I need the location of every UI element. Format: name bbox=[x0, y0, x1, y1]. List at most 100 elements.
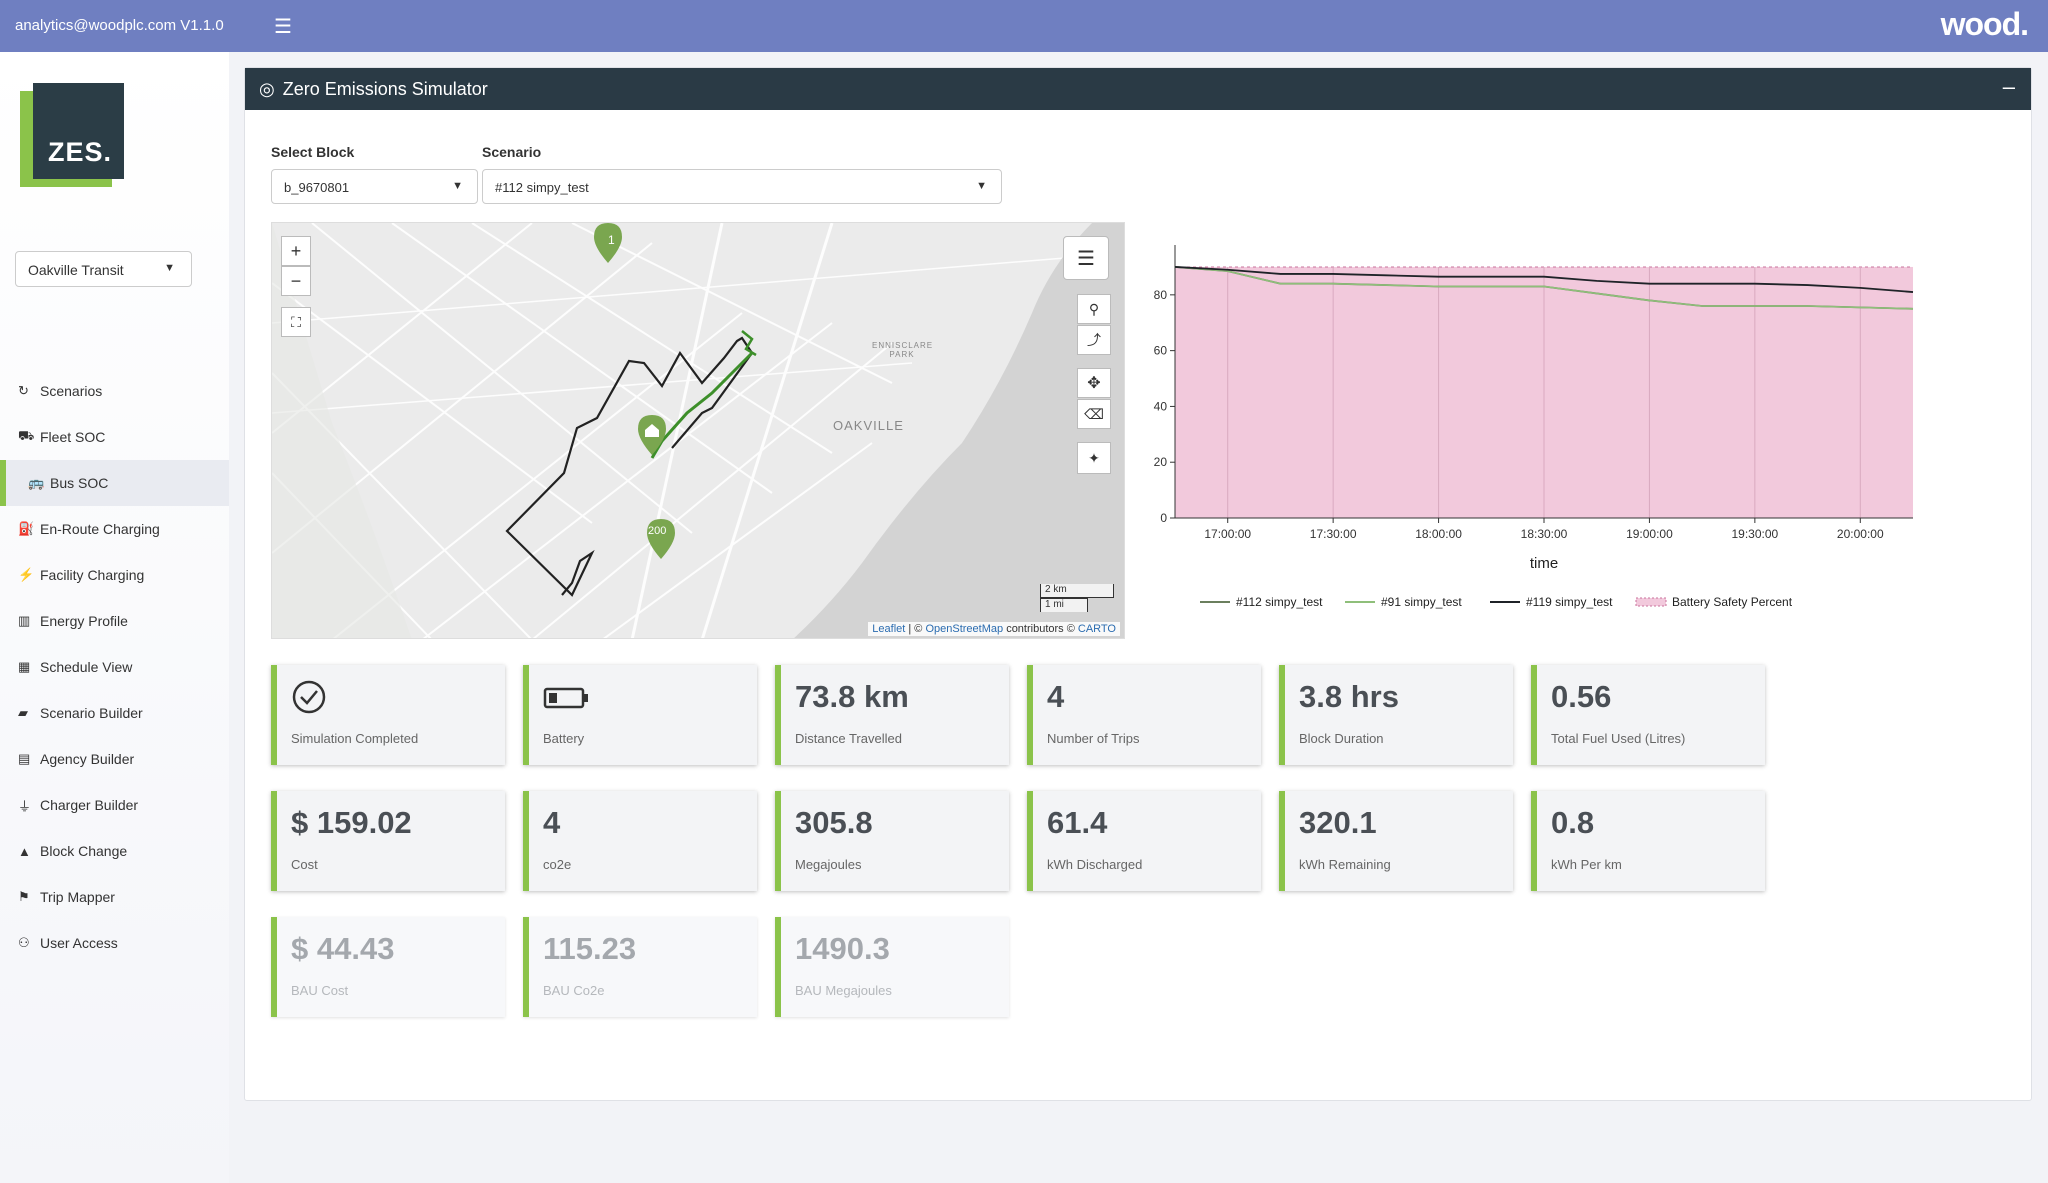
sidebar-item-trip-mapper[interactable]: ⚑ Trip Mapper bbox=[0, 874, 229, 920]
map-icon: ⚑ bbox=[18, 889, 30, 904]
metric-card-megajoules: 305.8 Megajoules bbox=[775, 791, 1009, 891]
charging-station-icon: ⛽ bbox=[18, 521, 35, 536]
metric-card-co2e: 4 co2e bbox=[523, 791, 757, 891]
metric-card-simulation-completed: Simulation Completed bbox=[271, 665, 505, 765]
block-select[interactable]: b_9670801 ▼ bbox=[271, 169, 478, 204]
end-marker-label: 200 bbox=[648, 525, 667, 537]
metric-value: 1490.3 bbox=[795, 931, 890, 966]
polyline-draw-icon[interactable]: ⤴ bbox=[1077, 325, 1111, 355]
sidebar-item-bus-soc[interactable]: 🚌 Bus SOC bbox=[0, 460, 229, 506]
marker-draw-icon[interactable]: ⚲ bbox=[1077, 294, 1111, 324]
metric-label: BAU Cost bbox=[291, 983, 349, 998]
metric-card-bau-megajoules: 1490.3 BAU Megajoules bbox=[775, 917, 1009, 1017]
sidebar-item-charger-builder[interactable]: ⏚ Charger Builder bbox=[0, 782, 229, 828]
metric-card-bau-co2e: 115.23 BAU Co2e bbox=[523, 917, 757, 1017]
metric-label: Total Fuel Used (Litres) bbox=[1551, 731, 1686, 746]
metric-card-bau-cost: $ 44.43 BAU Cost bbox=[271, 917, 505, 1017]
map-tiles bbox=[272, 223, 1124, 638]
city-label: OAKVILLE bbox=[833, 418, 904, 433]
road-icon: ▲ bbox=[18, 843, 31, 859]
zoom-in-button[interactable]: + bbox=[281, 236, 311, 266]
osm-link[interactable]: OpenStreetMap bbox=[925, 623, 1004, 635]
scenario-label: Scenario bbox=[482, 144, 542, 160]
plug-icon: ⏚ bbox=[18, 798, 32, 814]
metric-label: Cost bbox=[291, 857, 318, 872]
minimize-button[interactable]: – bbox=[2002, 74, 2015, 99]
map-attribution: Leaflet | © OpenStreetMap contributors ©… bbox=[868, 622, 1120, 636]
bus-icon: 🚌 bbox=[28, 475, 45, 490]
metric-value: 305.8 bbox=[795, 805, 873, 840]
sidebar-item-label: Facility Charging bbox=[40, 567, 145, 583]
sidebar-item-label: Scenarios bbox=[40, 383, 103, 399]
metric-card-battery: Battery bbox=[523, 665, 757, 765]
fullscreen-icon[interactable]: ⛶ bbox=[281, 307, 311, 337]
caret-down-icon: ▼ bbox=[164, 262, 175, 274]
leaflet-link[interactable]: Leaflet bbox=[872, 623, 906, 635]
metric-label: Number of Trips bbox=[1047, 731, 1140, 746]
metric-card-number-of-trips: 4 Number of Trips bbox=[1027, 665, 1261, 765]
metric-value: $ 44.43 bbox=[291, 931, 395, 966]
legend-label: #112 simpy_test bbox=[1236, 595, 1323, 609]
series-line-3 bbox=[1174, 266, 1914, 293]
scenario-select-value: #112 simpy_test bbox=[495, 180, 589, 195]
scenario-select[interactable]: #112 simpy_test ▼ bbox=[482, 169, 1002, 204]
metric-card-total-fuel-used-litres: 0.56 Total Fuel Used (Litres) bbox=[1531, 665, 1765, 765]
soc-chart-svg: 17:00:00 17:30:00 18:00:00 18:30:00 19:00:00… bbox=[1120, 245, 1914, 609]
sidebar-item-schedule-view[interactable]: ▦ Schedule View bbox=[0, 644, 229, 690]
scale-km: 2 km bbox=[1040, 584, 1114, 598]
metric-label: Block Duration bbox=[1299, 731, 1384, 746]
legend-label: Battery Safety Percent bbox=[1672, 595, 1793, 609]
agency-select-value: Oakville Transit bbox=[28, 262, 124, 278]
sidebar-item-label: User Access bbox=[40, 935, 118, 951]
brand-logo: wood. bbox=[1940, 6, 2029, 42]
metric-label: kWh Discharged bbox=[1047, 857, 1143, 872]
park-label: ENNISCLARE PARK bbox=[872, 341, 934, 359]
x-tick-label: 19:30:00 bbox=[1731, 527, 1778, 541]
agency-select[interactable]: Oakville Transit ▼ bbox=[15, 251, 192, 287]
sidebar-item-label: Agency Builder bbox=[40, 751, 135, 767]
magic-wand-icon[interactable]: ✦ bbox=[1077, 442, 1111, 474]
sidebar-item-user-access[interactable]: ⚇ User Access bbox=[0, 920, 229, 966]
metric-value: 73.8 km bbox=[795, 679, 909, 714]
sidebar-item-energy-profile[interactable]: ▥ Energy Profile bbox=[0, 598, 229, 644]
sidebar-item-label: Scenario Builder bbox=[40, 705, 143, 721]
metric-card-kwh-remaining: 320.1 kWh Remaining bbox=[1279, 791, 1513, 891]
metric-value: 4 bbox=[543, 805, 561, 840]
simulator-panel: ◎ Zero Emissions Simulator – Select Bloc… bbox=[244, 67, 2032, 1101]
route-map[interactable]: 1 200 OAKVILLE ENNISCLARE PARK + − ⛶ ☰ ⚲… bbox=[271, 222, 1125, 639]
start-marker-label: 1 bbox=[608, 233, 616, 247]
block-select-value: b_9670801 bbox=[284, 180, 350, 195]
metric-card-kwh-per-km: 0.8 kWh Per km bbox=[1531, 791, 1765, 891]
metric-value: 3.8 hrs bbox=[1299, 679, 1399, 714]
folder-icon: ▰ bbox=[18, 705, 28, 720]
carto-link[interactable]: CARTO bbox=[1077, 623, 1116, 635]
sidebar-nav: ↻ Scenarios ⛟ Fleet SOC 🚌 Bus SOC ⛽ En-Route Ch… bbox=[0, 368, 229, 966]
metric-value: 320.1 bbox=[1299, 805, 1377, 840]
soc-chart: 17:00:00 17:30:00 18:00:00 18:30:00 19:00:00… bbox=[1120, 238, 1985, 658]
sidebar-item-agency-builder[interactable]: ▤ Agency Builder bbox=[0, 736, 229, 782]
sidebar-item-en-route-charging[interactable]: ⛽ En-Route Charging bbox=[0, 506, 229, 552]
metric-label: BAU Megajoules bbox=[795, 983, 892, 998]
fleet-icon: ⛟ bbox=[18, 428, 35, 443]
move-icon[interactable]: ✥ bbox=[1077, 368, 1111, 398]
zoom-out-button[interactable]: − bbox=[281, 266, 311, 296]
sidebar-item-scenario-builder[interactable]: ▰ Scenario Builder bbox=[0, 690, 229, 736]
y-tick-label: 40 bbox=[1154, 399, 1168, 413]
panel-title: Zero Emissions Simulator bbox=[282, 78, 488, 99]
map-scale: 2 km 1 mi bbox=[1040, 584, 1114, 612]
metric-value: $ 159.02 bbox=[291, 805, 412, 840]
x-tick-label: 17:30:00 bbox=[1310, 527, 1357, 541]
refresh-icon: ↻ bbox=[18, 383, 29, 398]
series-line-2 bbox=[1174, 266, 1914, 310]
x-tick-label: 18:00:00 bbox=[1415, 527, 1462, 541]
sidebar-item-facility-charging[interactable]: ⚡ Facility Charging bbox=[0, 552, 229, 598]
layers-icon[interactable]: ☰ bbox=[1063, 236, 1109, 280]
sidebar-item-scenarios[interactable]: ↻ Scenarios bbox=[0, 368, 229, 414]
sidebar-item-block-change[interactable]: ▲ Block Change bbox=[0, 828, 229, 874]
metric-label: co2e bbox=[543, 857, 572, 872]
eraser-icon[interactable]: ⌫ bbox=[1077, 399, 1111, 429]
x-tick-label: 20:00:00 bbox=[1837, 527, 1884, 541]
caret-down-icon: ▼ bbox=[976, 180, 987, 192]
hamburger-icon[interactable]: ☰ bbox=[274, 16, 292, 38]
sidebar-item-fleet-soc[interactable]: ⛟ Fleet SOC bbox=[0, 414, 229, 460]
